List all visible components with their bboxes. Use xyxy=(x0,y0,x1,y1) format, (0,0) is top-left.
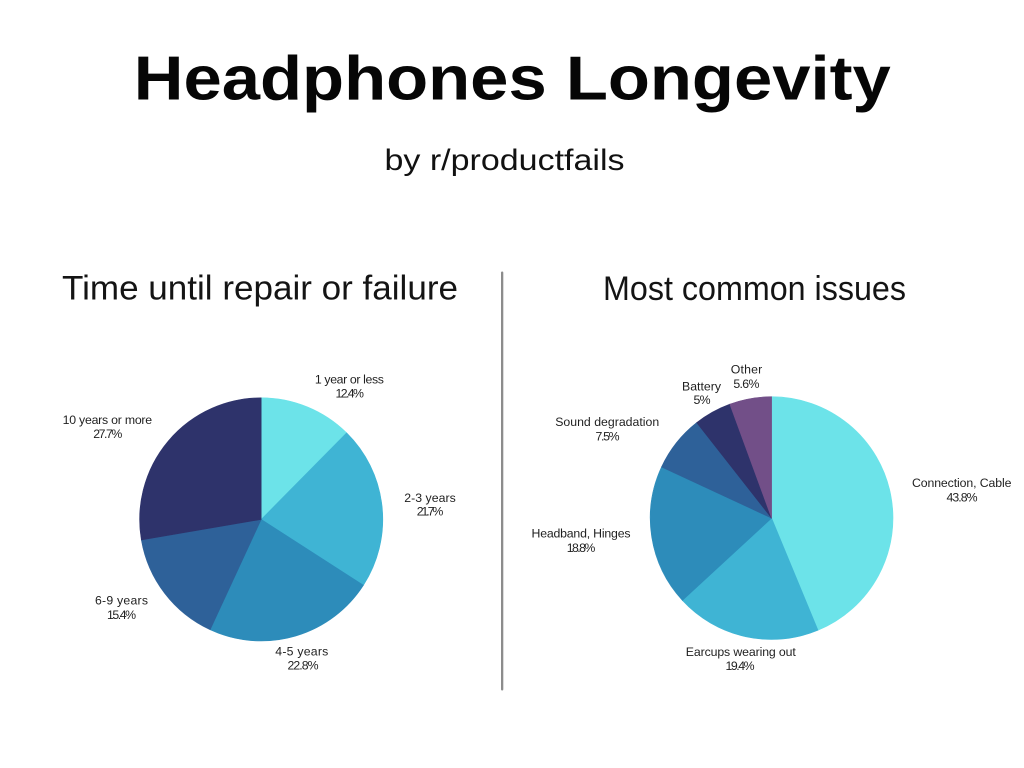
svg-text:2-3 years: 2-3 years xyxy=(404,491,456,505)
svg-text:Sound degradation: Sound degradation xyxy=(555,415,659,429)
svg-text:Headband, Hinges: Headband, Hinges xyxy=(532,526,631,540)
svg-text:22.8%: 22.8% xyxy=(288,659,319,673)
svg-text:Most common issues: Most common issues xyxy=(603,270,906,308)
svg-text:7.5%: 7.5% xyxy=(596,430,620,444)
svg-text:Battery: Battery xyxy=(682,379,722,393)
svg-text:6-9 years: 6-9 years xyxy=(95,594,148,608)
svg-text:by r/productfails: by r/productfails xyxy=(385,144,625,177)
svg-text:19.4%: 19.4% xyxy=(726,659,755,673)
svg-text:Headphones Longevity: Headphones Longevity xyxy=(134,44,892,113)
svg-text:12.4%: 12.4% xyxy=(335,387,364,401)
svg-text:27.7%: 27.7% xyxy=(93,427,122,441)
svg-text:Other: Other xyxy=(731,363,763,377)
svg-text:5.6%: 5.6% xyxy=(733,377,759,391)
svg-text:15.4%: 15.4% xyxy=(107,608,136,622)
svg-text:10 years or more: 10 years or more xyxy=(63,413,153,427)
svg-text:18.8%: 18.8% xyxy=(567,541,596,555)
svg-text:4-5 years: 4-5 years xyxy=(275,645,328,659)
svg-text:1 year or less: 1 year or less xyxy=(315,372,384,386)
svg-text:5%: 5% xyxy=(694,393,711,407)
svg-text:Earcups wearing out: Earcups wearing out xyxy=(686,645,797,659)
svg-text:21.7%: 21.7% xyxy=(417,504,444,518)
svg-text:Time until repair or failure: Time until repair or failure xyxy=(62,270,458,308)
svg-text:Connection, Cable: Connection, Cable xyxy=(912,476,1012,490)
svg-text:43.8%: 43.8% xyxy=(947,491,978,505)
